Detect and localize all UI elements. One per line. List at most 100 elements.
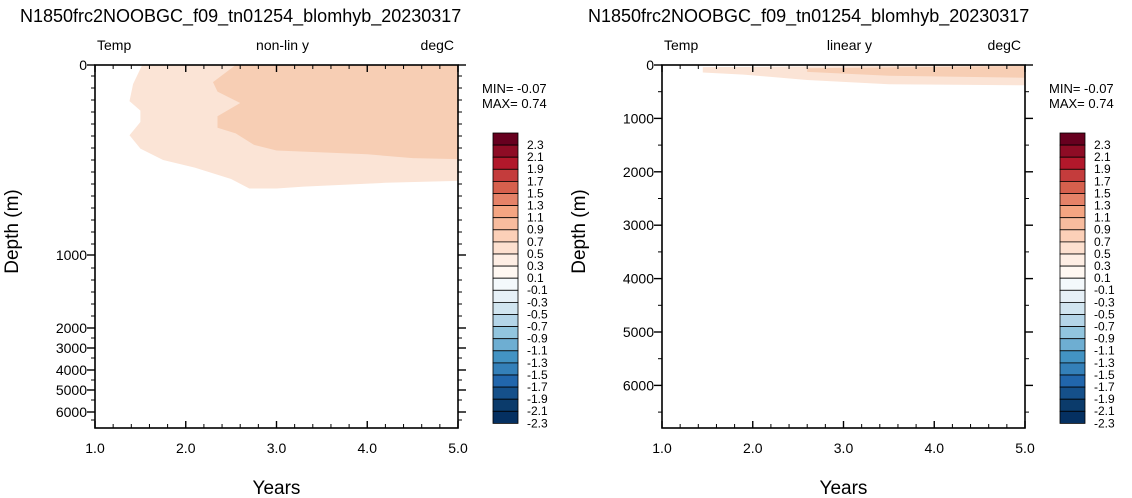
y-tick-label: 2000	[56, 320, 87, 336]
colorbar-swatch	[492, 410, 519, 424]
colorbar-swatch	[1059, 168, 1086, 182]
colorbar-label: 0.5	[1094, 247, 1111, 261]
colorbar-label: 0.7	[1094, 235, 1111, 249]
colorbar-swatch	[492, 314, 519, 328]
min-label: MIN= -0.07	[482, 81, 547, 96]
colorbar-swatch	[1059, 144, 1086, 158]
colorbar-label: 0.3	[527, 259, 544, 273]
colorbar-label: -2.3	[527, 416, 548, 430]
colorbar-swatch	[1059, 314, 1086, 328]
chart-panel-1: N1850frc2NOOBGC_f09_tn01254_blomhyb_2023…	[2, 6, 548, 498]
colorbar-label: 1.9	[1094, 162, 1111, 176]
colorbar-swatch	[1059, 277, 1086, 291]
colorbar-swatch	[492, 265, 519, 279]
colorbar-label: -1.7	[1094, 380, 1115, 394]
colorbar-label: 1.1	[527, 211, 544, 225]
x-axis-title: Years	[253, 478, 301, 498]
colorbar-label: -1.5	[1094, 368, 1115, 382]
x-tick-label: 3.0	[834, 440, 854, 456]
colorbar-swatch	[492, 217, 519, 231]
colorbar-label: 0.3	[1094, 259, 1111, 273]
colorbar-label: -1.9	[527, 392, 548, 406]
x-tick-label: 2.0	[743, 440, 763, 456]
colorbar-label: 0.1	[1094, 271, 1111, 285]
colorbar-label: 0.5	[527, 247, 544, 261]
min-label: MIN= -0.07	[1049, 81, 1114, 96]
units-label: degC	[988, 37, 1021, 53]
x-tick-label: 5.0	[1015, 440, 1035, 456]
colorbar-swatch	[492, 253, 519, 267]
y-axis-title: Depth (m)	[2, 189, 23, 273]
colorbar-label: -1.1	[527, 344, 548, 358]
y-tick-label: 4000	[56, 362, 87, 378]
y-tick-label: 1000	[56, 247, 87, 263]
colorbar-label: -0.7	[527, 320, 548, 334]
colorbar-swatch	[492, 386, 519, 400]
colorbar-swatch	[492, 301, 519, 315]
colorbar-swatch	[1059, 241, 1086, 255]
colorbar-label: 1.3	[1094, 199, 1111, 213]
colorbar-swatch	[492, 362, 519, 376]
colorbar-label: -1.3	[527, 356, 548, 370]
axis-mode-label: linear y	[827, 37, 872, 53]
colorbar-swatch	[1059, 374, 1086, 388]
colorbar-label: 2.1	[1094, 150, 1111, 164]
y-tick-label: 5000	[623, 324, 654, 340]
colorbar-swatch	[1059, 217, 1086, 231]
colorbar-swatch	[1059, 265, 1086, 279]
x-tick-label: 3.0	[267, 440, 287, 456]
colorbar-swatch	[1059, 362, 1086, 376]
colorbar-swatch	[1059, 410, 1086, 424]
colorbar-swatch	[1059, 253, 1086, 267]
colorbar-label: -1.7	[527, 380, 548, 394]
colorbar-label: -0.1	[527, 283, 548, 297]
colorbar-swatch	[1059, 350, 1086, 364]
colorbar-swatch	[1059, 386, 1086, 400]
colorbar-swatch	[1059, 132, 1086, 146]
colorbar-swatch	[492, 180, 519, 194]
x-tick-label: 2.0	[176, 440, 196, 456]
colorbar-label: -0.9	[1094, 332, 1115, 346]
colorbar-label: -0.5	[1094, 307, 1115, 321]
colorbar-label: -2.1	[527, 404, 548, 418]
colorbar-label: -1.5	[527, 368, 548, 382]
y-tick-label: 2000	[623, 164, 654, 180]
max-label: MAX= 0.74	[1049, 96, 1114, 111]
colorbar-label: -2.1	[1094, 404, 1115, 418]
colorbar-swatch	[1059, 180, 1086, 194]
colorbar-swatch	[492, 193, 519, 207]
colorbar-swatch	[1059, 398, 1086, 412]
plot-frame	[661, 64, 1026, 429]
colorbar-swatch	[492, 289, 519, 303]
x-tick-label: 5.0	[448, 440, 468, 456]
colorbar-swatch	[1059, 301, 1086, 315]
colorbar-label: -1.3	[1094, 356, 1115, 370]
y-tick-label: 0	[79, 57, 87, 73]
colorbar-label: 0.9	[1094, 223, 1111, 237]
colorbar-label: 0.9	[527, 223, 544, 237]
colorbar-label: -0.9	[527, 332, 548, 346]
colorbar-swatch	[492, 168, 519, 182]
colorbar-label: 0.1	[527, 271, 544, 285]
colorbar-swatch	[492, 350, 519, 364]
colorbar-swatch	[492, 241, 519, 255]
colorbar-label: 2.3	[1094, 138, 1111, 152]
colorbar-swatch	[492, 326, 519, 340]
colorbar-label: -2.3	[1094, 416, 1115, 430]
y-tick-label: 3000	[623, 217, 654, 233]
colorbar-label: -0.7	[1094, 320, 1115, 334]
colorbar-label: 1.1	[1094, 211, 1111, 225]
colorbar-label: -0.1	[1094, 283, 1115, 297]
colorbar: 2.32.11.91.71.51.31.10.90.70.50.30.1-0.1…	[492, 132, 548, 430]
variable-label: Temp	[664, 37, 698, 53]
colorbar-swatch	[492, 338, 519, 352]
contour-region	[213, 65, 458, 160]
y-tick-label: 3000	[56, 340, 87, 356]
colorbar-swatch	[1059, 229, 1086, 243]
x-tick-label: 1.0	[85, 440, 105, 456]
x-tick-label: 4.0	[925, 440, 945, 456]
colorbar-label: 1.7	[1094, 174, 1111, 188]
colorbar-swatch	[492, 229, 519, 243]
y-tick-label: 6000	[56, 404, 87, 420]
